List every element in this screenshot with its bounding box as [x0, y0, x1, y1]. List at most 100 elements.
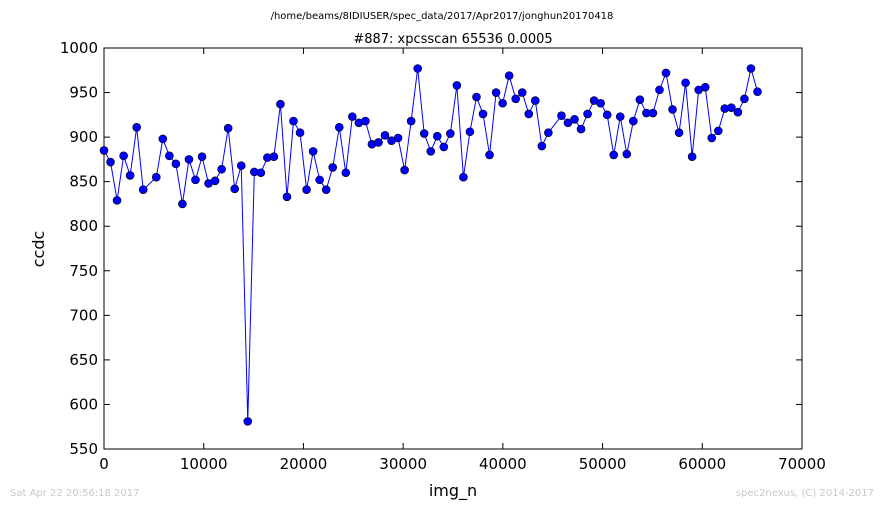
data-point: [197, 152, 207, 162]
data-point: [746, 64, 756, 73]
y-tick-label: 900: [69, 128, 98, 146]
data-point: [622, 149, 632, 159]
y-tick-label: 750: [69, 262, 98, 280]
data-point: [334, 123, 344, 132]
y-tick-label: 800: [69, 217, 98, 235]
data-point: [681, 78, 690, 88]
data-point: [106, 157, 115, 167]
x-axis-label: img_n: [429, 481, 477, 501]
data-point: [511, 94, 521, 104]
data-point: [707, 133, 717, 143]
data-point: [419, 129, 429, 138]
data-point: [557, 111, 566, 121]
x-tick-label: 0: [99, 455, 109, 473]
x-axis-ticks: 0 10000 20000 30000 40000 50000 60000 70000: [99, 48, 826, 473]
data-point: [269, 152, 279, 162]
data-point: [648, 108, 658, 118]
data-point: [583, 109, 592, 119]
data-point: [576, 124, 586, 134]
data-point: [432, 131, 442, 141]
data-point: [700, 82, 710, 92]
data-point: [472, 92, 481, 102]
data-point: [99, 146, 109, 155]
data-point: [615, 112, 625, 121]
data-point: [295, 128, 305, 137]
data-point: [132, 123, 141, 132]
data-point: [151, 172, 161, 182]
data-point: [191, 175, 200, 185]
data-point: [217, 164, 226, 174]
data-point: [321, 185, 331, 194]
data-point: [276, 99, 285, 109]
data-point: [165, 151, 174, 161]
data-point: [531, 96, 540, 105]
x-tick-label: 40000: [479, 455, 527, 473]
data-point: [668, 105, 677, 114]
data-point: [465, 127, 475, 137]
data-point: [661, 68, 671, 78]
x-tick-label: 10000: [180, 455, 228, 473]
data-point: [289, 116, 298, 126]
x-tick-label: 60000: [678, 455, 726, 473]
data-point: [609, 150, 619, 160]
data-point: [328, 163, 338, 172]
data-point: [138, 185, 148, 194]
data-point: [478, 109, 488, 119]
data-point: [733, 107, 743, 117]
data-point: [687, 152, 697, 162]
data-point: [341, 168, 351, 178]
data-point: [426, 147, 436, 156]
data-point: [112, 196, 122, 205]
data-point: [596, 98, 605, 108]
y-axis-ticks: 550 600 650 700 750 800 850 900 950 1000: [60, 39, 802, 458]
data-point: [236, 161, 246, 170]
data-point: [230, 184, 239, 194]
footer-timestamp: Sat Apr 22 20:56:18 2017: [10, 488, 140, 499]
y-axis-label: ccdc: [29, 231, 48, 268]
data-point: [537, 141, 547, 151]
y-tick-label: 550: [69, 440, 98, 458]
x-tick-label: 70000: [778, 455, 826, 473]
x-tick-label: 30000: [379, 455, 427, 473]
x-tick-label: 20000: [280, 455, 328, 473]
data-point: [413, 64, 422, 73]
y-tick-label: 950: [69, 84, 98, 102]
data-point: [315, 175, 324, 185]
series-points: [99, 64, 762, 426]
data-point: [223, 123, 233, 133]
data-point: [446, 129, 455, 138]
data-point: [491, 88, 501, 97]
data-point: [125, 171, 135, 180]
data-point: [282, 192, 292, 202]
data-point: [439, 142, 449, 152]
data-point: [178, 199, 187, 209]
data-point: [400, 165, 409, 175]
data-point: [459, 172, 468, 182]
data-point: [713, 126, 723, 136]
data-point: [171, 159, 181, 169]
data-point: [655, 85, 664, 95]
data-point: [308, 147, 318, 156]
data-point: [517, 88, 527, 97]
data-point: [674, 128, 684, 137]
path-title: /home/beams/8IDIUSER/spec_data/2017/Apr2…: [271, 11, 614, 22]
data-point: [524, 109, 534, 119]
data-point: [348, 112, 357, 121]
data-point: [635, 95, 645, 104]
data-point: [393, 133, 403, 143]
data-point: [544, 128, 553, 137]
data-point: [210, 176, 220, 186]
y-tick-label: 1000: [60, 39, 98, 57]
y-tick-label: 650: [69, 351, 98, 369]
data-point: [753, 87, 762, 96]
footer-credit: spec2nexus, (C) 2014-2017: [735, 488, 874, 499]
x-tick-label: 50000: [579, 455, 627, 473]
data-point: [380, 131, 390, 140]
data-point: [406, 116, 416, 126]
data-point: [485, 150, 494, 160]
data-point: [302, 185, 311, 194]
data-point: [256, 168, 266, 178]
data-point: [570, 114, 579, 124]
data-point: [498, 98, 507, 108]
